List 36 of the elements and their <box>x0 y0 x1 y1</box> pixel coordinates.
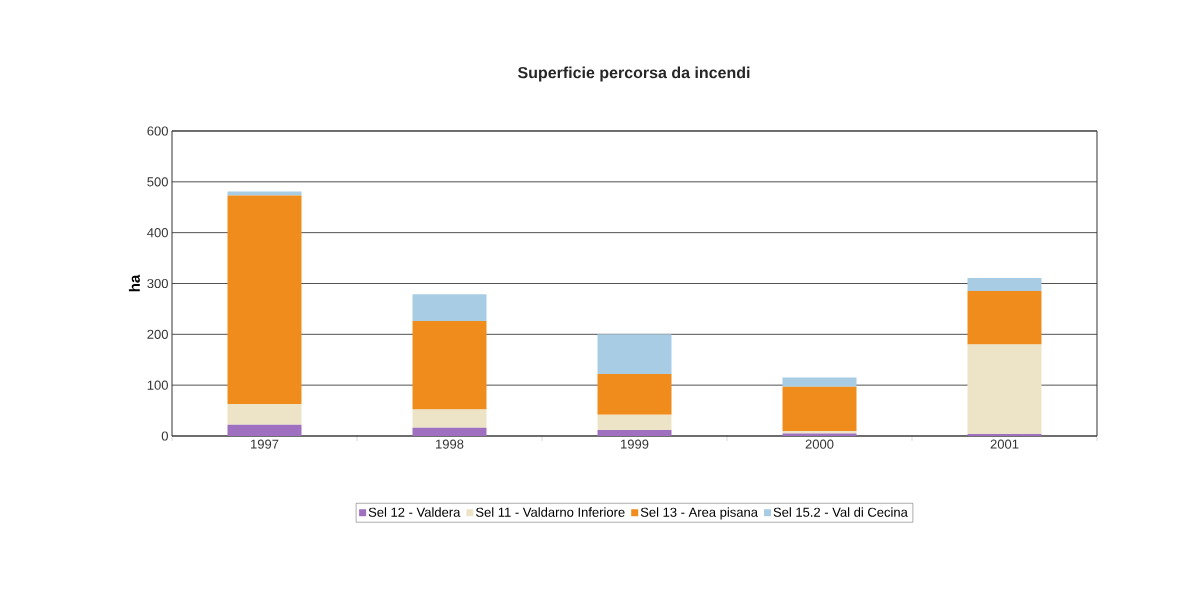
x-tick-label: 1999 <box>621 439 649 449</box>
bar <box>967 433 1042 436</box>
bar <box>412 427 487 436</box>
bar <box>597 429 672 436</box>
bar <box>412 409 487 428</box>
bar <box>227 424 302 436</box>
legend-label: Sel 12 - Valdera <box>368 507 461 517</box>
bar <box>597 373 672 415</box>
bar <box>967 344 1042 434</box>
bar <box>597 334 672 374</box>
x-tick-label: 1998 <box>436 439 464 449</box>
x-tick-label: 1997 <box>251 439 279 449</box>
bar <box>227 403 302 425</box>
x-tick-label: 2001 <box>990 439 1019 449</box>
bar <box>227 191 302 196</box>
bar <box>967 277 1042 292</box>
legend-label: Sel 15.2 - Val di Cecina <box>773 507 908 517</box>
y-tick-label: 400 <box>147 228 168 238</box>
y-tick-label: 200 <box>147 329 168 339</box>
y-tick-label: 100 <box>147 380 168 390</box>
x-tick-label: 2000 <box>805 439 834 449</box>
y-tick-label: 500 <box>147 177 168 187</box>
bar <box>412 321 487 410</box>
legend-label: Sel 13 - Area pisana <box>640 507 758 520</box>
bar <box>967 291 1042 345</box>
bar <box>597 414 672 430</box>
y-tick-label: 0 <box>161 431 168 441</box>
bar <box>782 386 857 431</box>
bar <box>782 377 857 387</box>
bar <box>412 294 487 322</box>
chart-title: Superficie percorsa da incendi <box>517 66 750 82</box>
bar <box>227 195 302 404</box>
y-tick-label: 300 <box>147 278 168 289</box>
y-tick-label: 600 <box>147 126 168 136</box>
legend-label: Sel 11 - Valdarno Inferiore <box>475 507 625 517</box>
y-axis-title: ha <box>128 274 140 292</box>
